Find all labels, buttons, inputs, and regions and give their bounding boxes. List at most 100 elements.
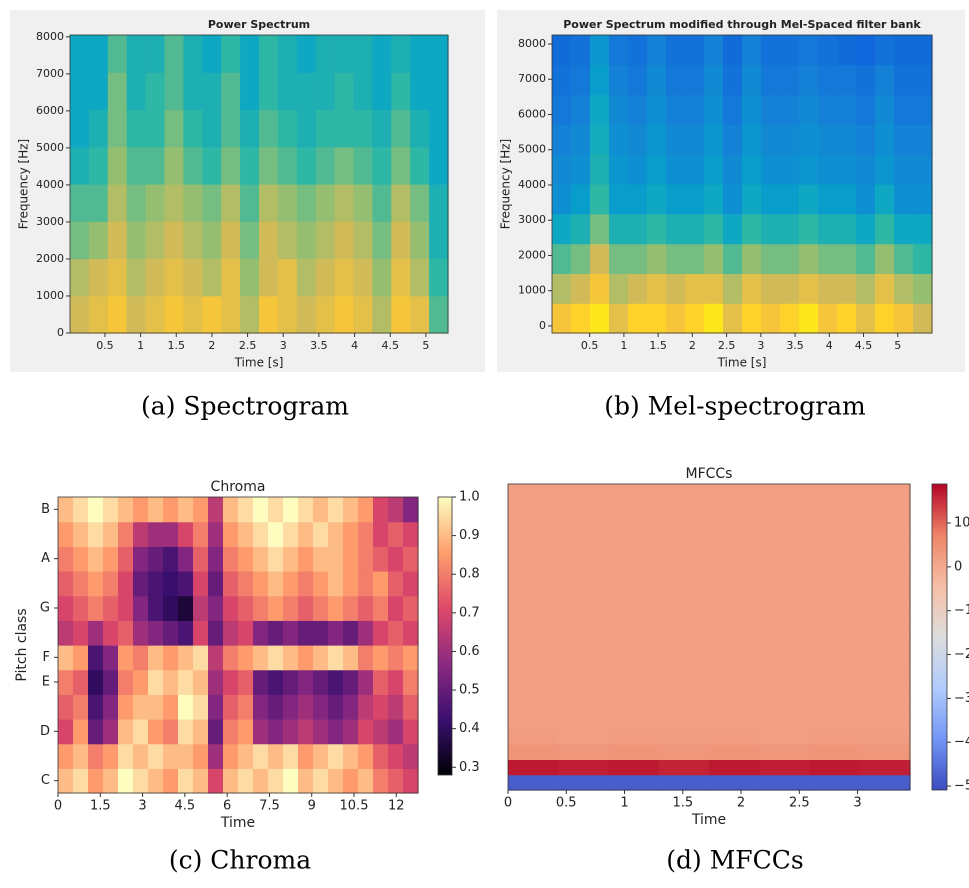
y-tick-label: A [41, 551, 50, 566]
heatmap-cell [859, 484, 911, 500]
heatmap-cell [373, 743, 389, 769]
heatmap-cell [856, 35, 876, 66]
heatmap-cell [759, 637, 811, 653]
x-tick-label: 12 [388, 799, 405, 814]
heatmap-cell [343, 694, 359, 720]
heatmap-cell [894, 124, 914, 155]
heatmap-cell [73, 595, 89, 621]
heatmap-cell [353, 35, 373, 73]
x-tick-label: 10.5 [340, 799, 369, 814]
heatmap-cell [277, 146, 298, 185]
heatmap-cell [837, 94, 857, 125]
heatmap-cell [913, 94, 933, 125]
heatmap-cell [259, 258, 279, 297]
heatmap-cell [193, 620, 209, 646]
heatmap-cell [103, 768, 119, 794]
heatmap-cell [103, 743, 119, 769]
y-tick-label: 8000 [518, 37, 546, 50]
heatmap-cell [148, 546, 164, 572]
heatmap-cell [88, 521, 104, 547]
heatmap-cell [723, 184, 743, 215]
heatmap-cell [118, 546, 134, 572]
heatmap-cell [658, 774, 710, 791]
heatmap-cell [818, 184, 838, 215]
heatmap-cell [894, 154, 914, 185]
heatmap-cell [388, 571, 404, 597]
heatmap-cell [88, 497, 104, 523]
heatmap-cell [58, 595, 74, 621]
heatmap-cell [571, 303, 591, 334]
heatmap-cell [799, 303, 819, 334]
heatmap-cell [609, 303, 629, 334]
heatmap-cell [859, 759, 911, 776]
y-tick-label: 4000 [518, 178, 546, 191]
heatmap-cell [126, 146, 147, 185]
heatmap-cell [298, 669, 314, 695]
heatmap-cell [223, 497, 239, 523]
heatmap-cell [277, 221, 298, 260]
heatmap-cell [837, 303, 857, 334]
heatmap-cell [73, 571, 89, 597]
chart-title: MFCCs [686, 466, 733, 482]
heatmap-cell [315, 295, 336, 334]
heatmap-cell [410, 258, 430, 297]
x-tick-label: 2.5 [789, 796, 810, 811]
heatmap-cell [334, 109, 355, 148]
heatmap-cell [315, 146, 336, 185]
heatmap-cell [628, 154, 648, 185]
heatmap-cell [58, 768, 74, 794]
heatmap-cell [429, 258, 449, 297]
heatmap-cell [647, 35, 667, 66]
heatmap-cell [552, 273, 572, 304]
heatmap-cell [388, 768, 404, 794]
heatmap-cell [761, 35, 781, 66]
heatmap-cell [552, 154, 572, 185]
heatmap-cell [313, 620, 329, 646]
heatmap-cell [761, 273, 781, 304]
heatmap-cell [223, 694, 239, 720]
colorbar-tick-label: −300 [954, 691, 969, 706]
heatmap-cell [315, 258, 336, 297]
heatmap-cell [88, 109, 109, 148]
x-tick-label: 0 [504, 796, 512, 811]
heatmap-cell [894, 273, 914, 304]
heatmap-cell [508, 774, 559, 791]
heatmap-cell [133, 595, 149, 621]
heatmap-cell [277, 35, 298, 73]
heatmap-cell [704, 94, 724, 125]
heatmap-cell [238, 521, 254, 547]
plot-frame [551, 34, 933, 334]
heatmap-cell [193, 571, 209, 597]
heatmap-cell [403, 546, 419, 572]
heatmap-cell [73, 743, 89, 769]
heatmap-cell [328, 694, 344, 720]
heatmap-cell [552, 64, 572, 96]
heatmap-cell [913, 154, 933, 185]
heatmap-cell [358, 595, 374, 621]
heatmap-cell [837, 184, 857, 215]
heatmap-cell [856, 94, 876, 125]
heatmap-cell [358, 768, 374, 794]
heatmap-cell [126, 258, 147, 297]
heatmap-cell [913, 184, 933, 215]
heatmap-cell [221, 72, 241, 111]
heatmap-cell [240, 109, 260, 148]
heatmap-cell [163, 768, 179, 794]
heatmap-cell [658, 652, 710, 669]
heatmap-cell [163, 719, 179, 745]
x-tick-label: 0.5 [581, 339, 599, 352]
heatmap-cell [658, 621, 710, 638]
heatmap-cell [202, 35, 222, 73]
heatmap-cell [809, 637, 861, 653]
heatmap-cell [148, 595, 164, 621]
heatmap-cell [552, 184, 572, 215]
x-tick-label: 5 [894, 339, 901, 352]
heatmap-cell [685, 64, 705, 96]
heatmap-cell [859, 560, 911, 577]
heatmap-cell [103, 571, 119, 597]
heatmap-cell [118, 571, 134, 597]
heatmap-cell [759, 652, 811, 669]
heatmap-cell [391, 35, 411, 73]
heatmap-cell [277, 295, 298, 334]
heatmap-cell [73, 521, 89, 547]
